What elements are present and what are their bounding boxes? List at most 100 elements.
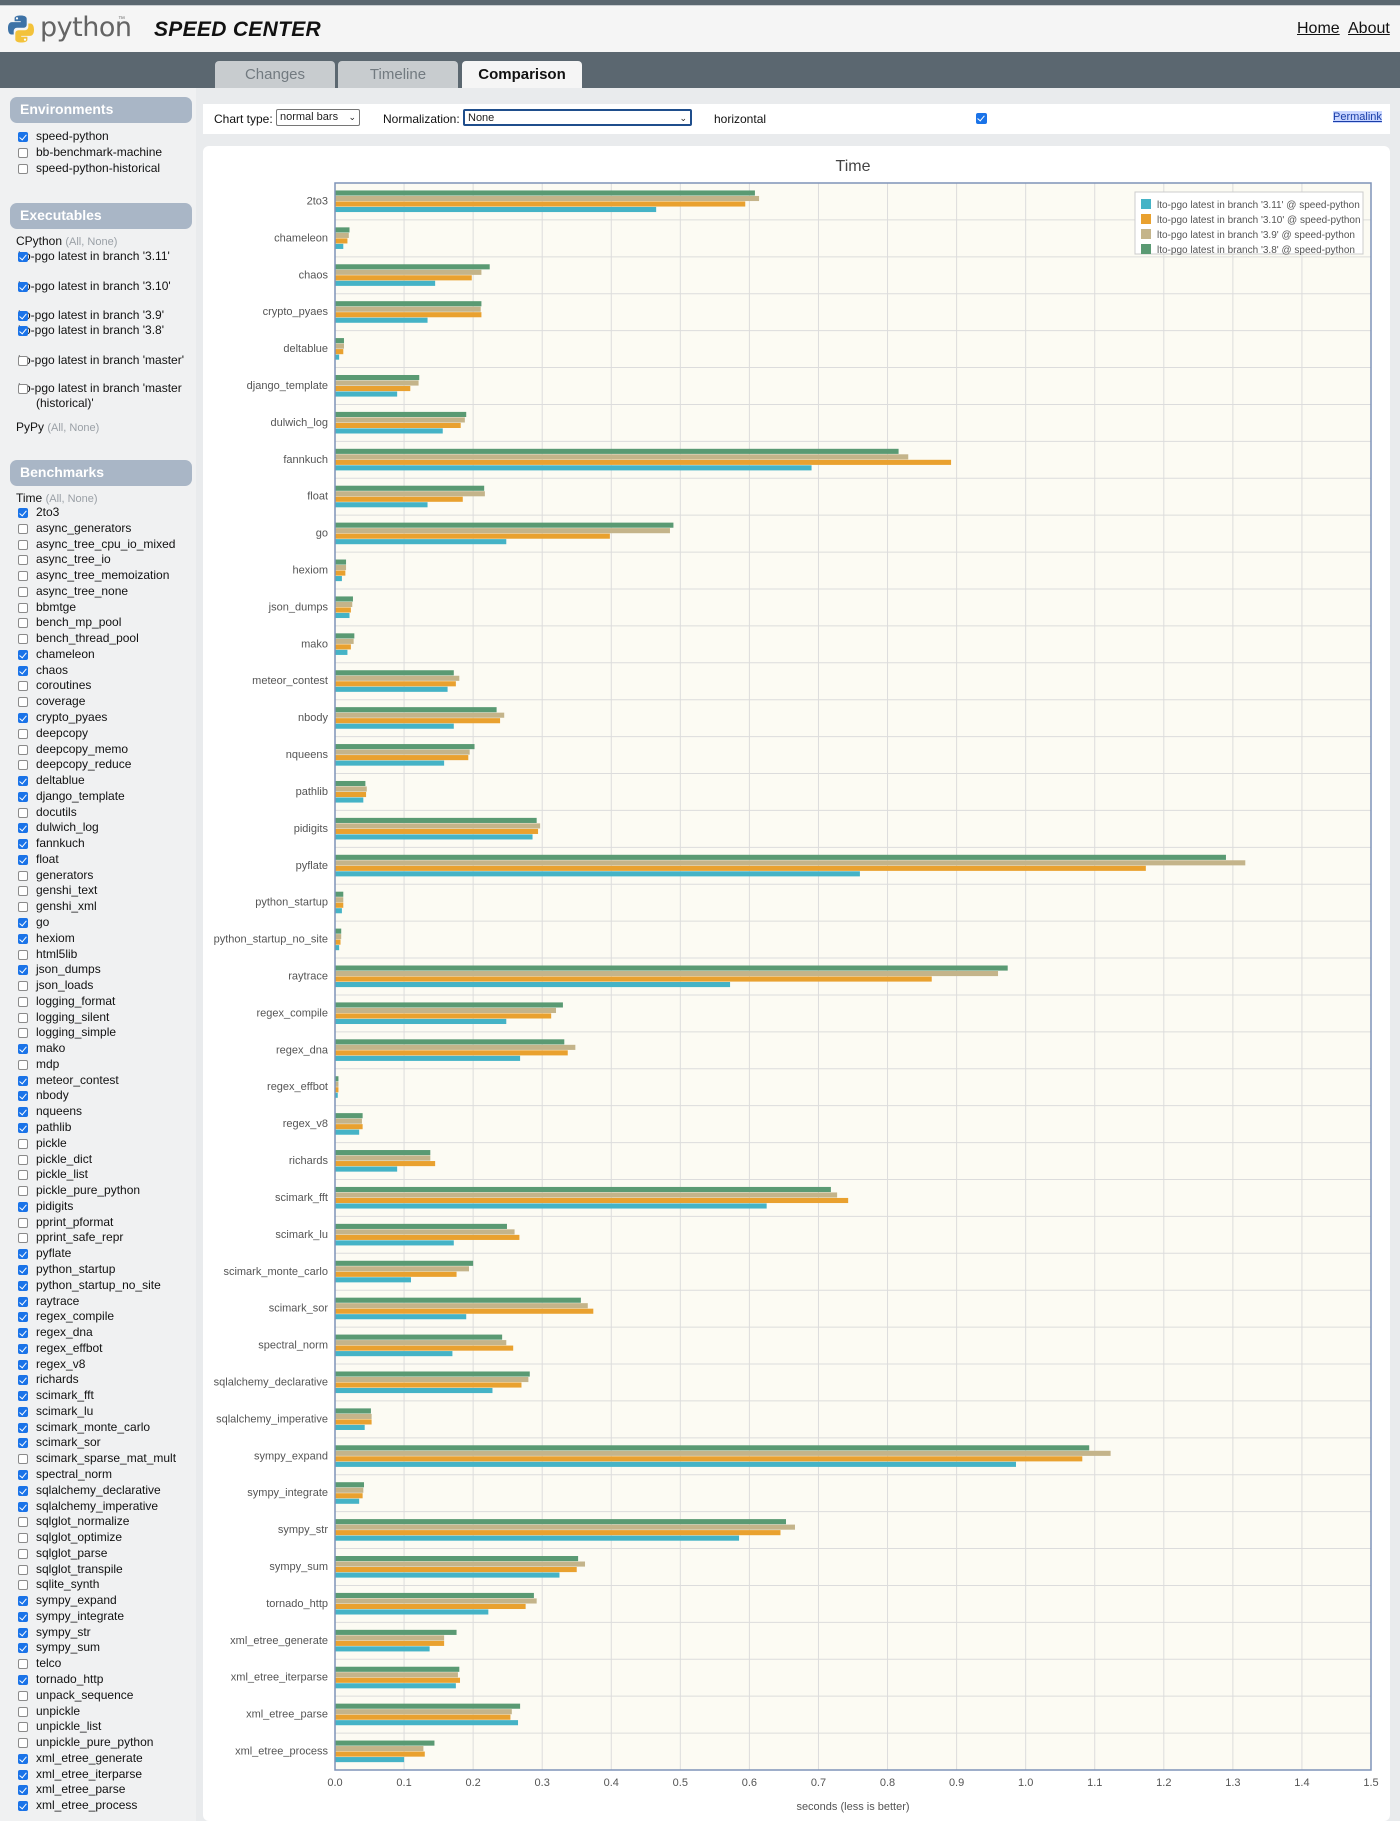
checkbox[interactable] <box>18 1091 28 1102</box>
checkbox[interactable] <box>18 148 28 158</box>
checkbox[interactable] <box>18 1406 28 1417</box>
checkbox[interactable] <box>18 1454 28 1465</box>
checkbox[interactable] <box>18 760 28 771</box>
horizontal-checkbox[interactable] <box>976 113 987 124</box>
checkbox[interactable] <box>18 384 28 394</box>
checkbox[interactable] <box>18 1501 28 1512</box>
checkbox[interactable] <box>18 1469 28 1480</box>
checkbox[interactable] <box>18 1107 28 1118</box>
checkbox[interactable] <box>18 949 28 960</box>
python-logo-icon[interactable] <box>6 14 36 44</box>
executable-option[interactable]: lto-pgo latest in branch 'master' <box>18 353 188 368</box>
checkbox[interactable] <box>18 1580 28 1591</box>
checkbox[interactable] <box>18 996 28 1007</box>
checkbox[interactable] <box>18 1028 28 1039</box>
checkbox[interactable] <box>18 1059 28 1070</box>
permalink-link[interactable]: Permalink <box>1333 111 1382 123</box>
checkbox[interactable] <box>18 1596 28 1607</box>
checkbox[interactable] <box>18 1674 28 1685</box>
checkbox[interactable] <box>18 1138 28 1149</box>
checkbox[interactable] <box>18 902 28 913</box>
checkbox[interactable] <box>18 1170 28 1181</box>
checkbox[interactable] <box>18 1706 28 1717</box>
checkbox[interactable] <box>18 649 28 660</box>
checkbox[interactable] <box>18 776 28 787</box>
checkbox[interactable] <box>18 1233 28 1244</box>
tab-changes[interactable]: Changes <box>215 61 335 88</box>
select-none-link[interactable]: None <box>67 493 94 505</box>
checkbox[interactable] <box>18 697 28 708</box>
nav-home-link[interactable]: Home <box>1297 20 1340 37</box>
checkbox[interactable] <box>18 1722 28 1733</box>
checkbox[interactable] <box>18 807 28 818</box>
checkbox[interactable] <box>18 681 28 692</box>
checkbox[interactable] <box>18 933 28 944</box>
checkbox[interactable] <box>18 1249 28 1260</box>
checkbox[interactable] <box>18 1201 28 1212</box>
checkbox[interactable] <box>18 311 28 321</box>
checkbox[interactable] <box>18 1280 28 1291</box>
checkbox[interactable] <box>18 1391 28 1402</box>
checkbox[interactable] <box>18 1753 28 1764</box>
tab-timeline[interactable]: Timeline <box>338 61 458 88</box>
checkbox[interactable] <box>18 555 28 566</box>
checkbox[interactable] <box>18 1217 28 1228</box>
checkbox[interactable] <box>18 1075 28 1086</box>
checkbox[interactable] <box>18 1186 28 1197</box>
select-all-link[interactable]: All <box>51 422 64 434</box>
select-all-link[interactable]: All <box>49 493 62 505</box>
checkbox[interactable] <box>18 839 28 850</box>
checkbox[interactable] <box>18 1643 28 1654</box>
checkbox[interactable] <box>18 1343 28 1354</box>
checkbox[interactable] <box>18 356 28 366</box>
checkbox[interactable] <box>18 1123 28 1134</box>
checkbox[interactable] <box>18 282 28 292</box>
checkbox[interactable] <box>18 164 28 174</box>
checkbox[interactable] <box>18 1154 28 1165</box>
checkbox[interactable] <box>18 586 28 597</box>
checkbox[interactable] <box>18 854 28 865</box>
checkbox[interactable] <box>18 508 28 518</box>
checkbox[interactable] <box>18 1312 28 1323</box>
executable-option[interactable]: lto-pgo latest in branch '3.8' <box>18 323 188 338</box>
checkbox[interactable] <box>18 870 28 881</box>
checkbox[interactable] <box>18 252 28 262</box>
checkbox[interactable] <box>18 886 28 897</box>
checkbox[interactable] <box>18 634 28 645</box>
select-none-link[interactable]: None <box>69 422 96 434</box>
checkbox[interactable] <box>18 1012 28 1023</box>
checkbox[interactable] <box>18 1533 28 1544</box>
normalization-select[interactable]: None ⌄ <box>463 109 692 126</box>
checkbox[interactable] <box>18 1422 28 1433</box>
checkbox[interactable] <box>18 618 28 629</box>
checkbox[interactable] <box>18 1769 28 1780</box>
select-none-link[interactable]: None <box>87 236 114 248</box>
checkbox[interactable] <box>18 1359 28 1370</box>
executable-option[interactable]: lto-pgo latest in branch '3.10' <box>18 279 188 294</box>
checkbox[interactable] <box>18 823 28 834</box>
checkbox[interactable] <box>18 965 28 976</box>
checkbox[interactable] <box>18 326 28 336</box>
checkbox[interactable] <box>18 1611 28 1622</box>
checkbox[interactable] <box>18 1296 28 1307</box>
checkbox[interactable] <box>18 1564 28 1575</box>
checkbox[interactable] <box>18 728 28 739</box>
checkbox[interactable] <box>18 981 28 992</box>
checkbox[interactable] <box>18 1517 28 1528</box>
checkbox[interactable] <box>18 523 28 534</box>
checkbox[interactable] <box>18 1659 28 1670</box>
checkbox[interactable] <box>18 1548 28 1559</box>
checkbox[interactable] <box>18 1690 28 1701</box>
checkbox[interactable] <box>18 1044 28 1055</box>
checkbox[interactable] <box>18 1485 28 1496</box>
checkbox[interactable] <box>18 1375 28 1386</box>
chart-type-select[interactable]: normal bars ⌄ <box>276 109 360 126</box>
executable-option[interactable]: lto-pgo latest in branch 'master (histor… <box>18 381 188 411</box>
python-logo-text[interactable]: python <box>40 12 132 43</box>
checkbox[interactable] <box>18 571 28 582</box>
checkbox[interactable] <box>18 539 28 550</box>
checkbox[interactable] <box>18 665 28 676</box>
checkbox[interactable] <box>18 132 28 142</box>
checkbox[interactable] <box>18 918 28 929</box>
select-all-link[interactable]: All <box>69 236 82 248</box>
